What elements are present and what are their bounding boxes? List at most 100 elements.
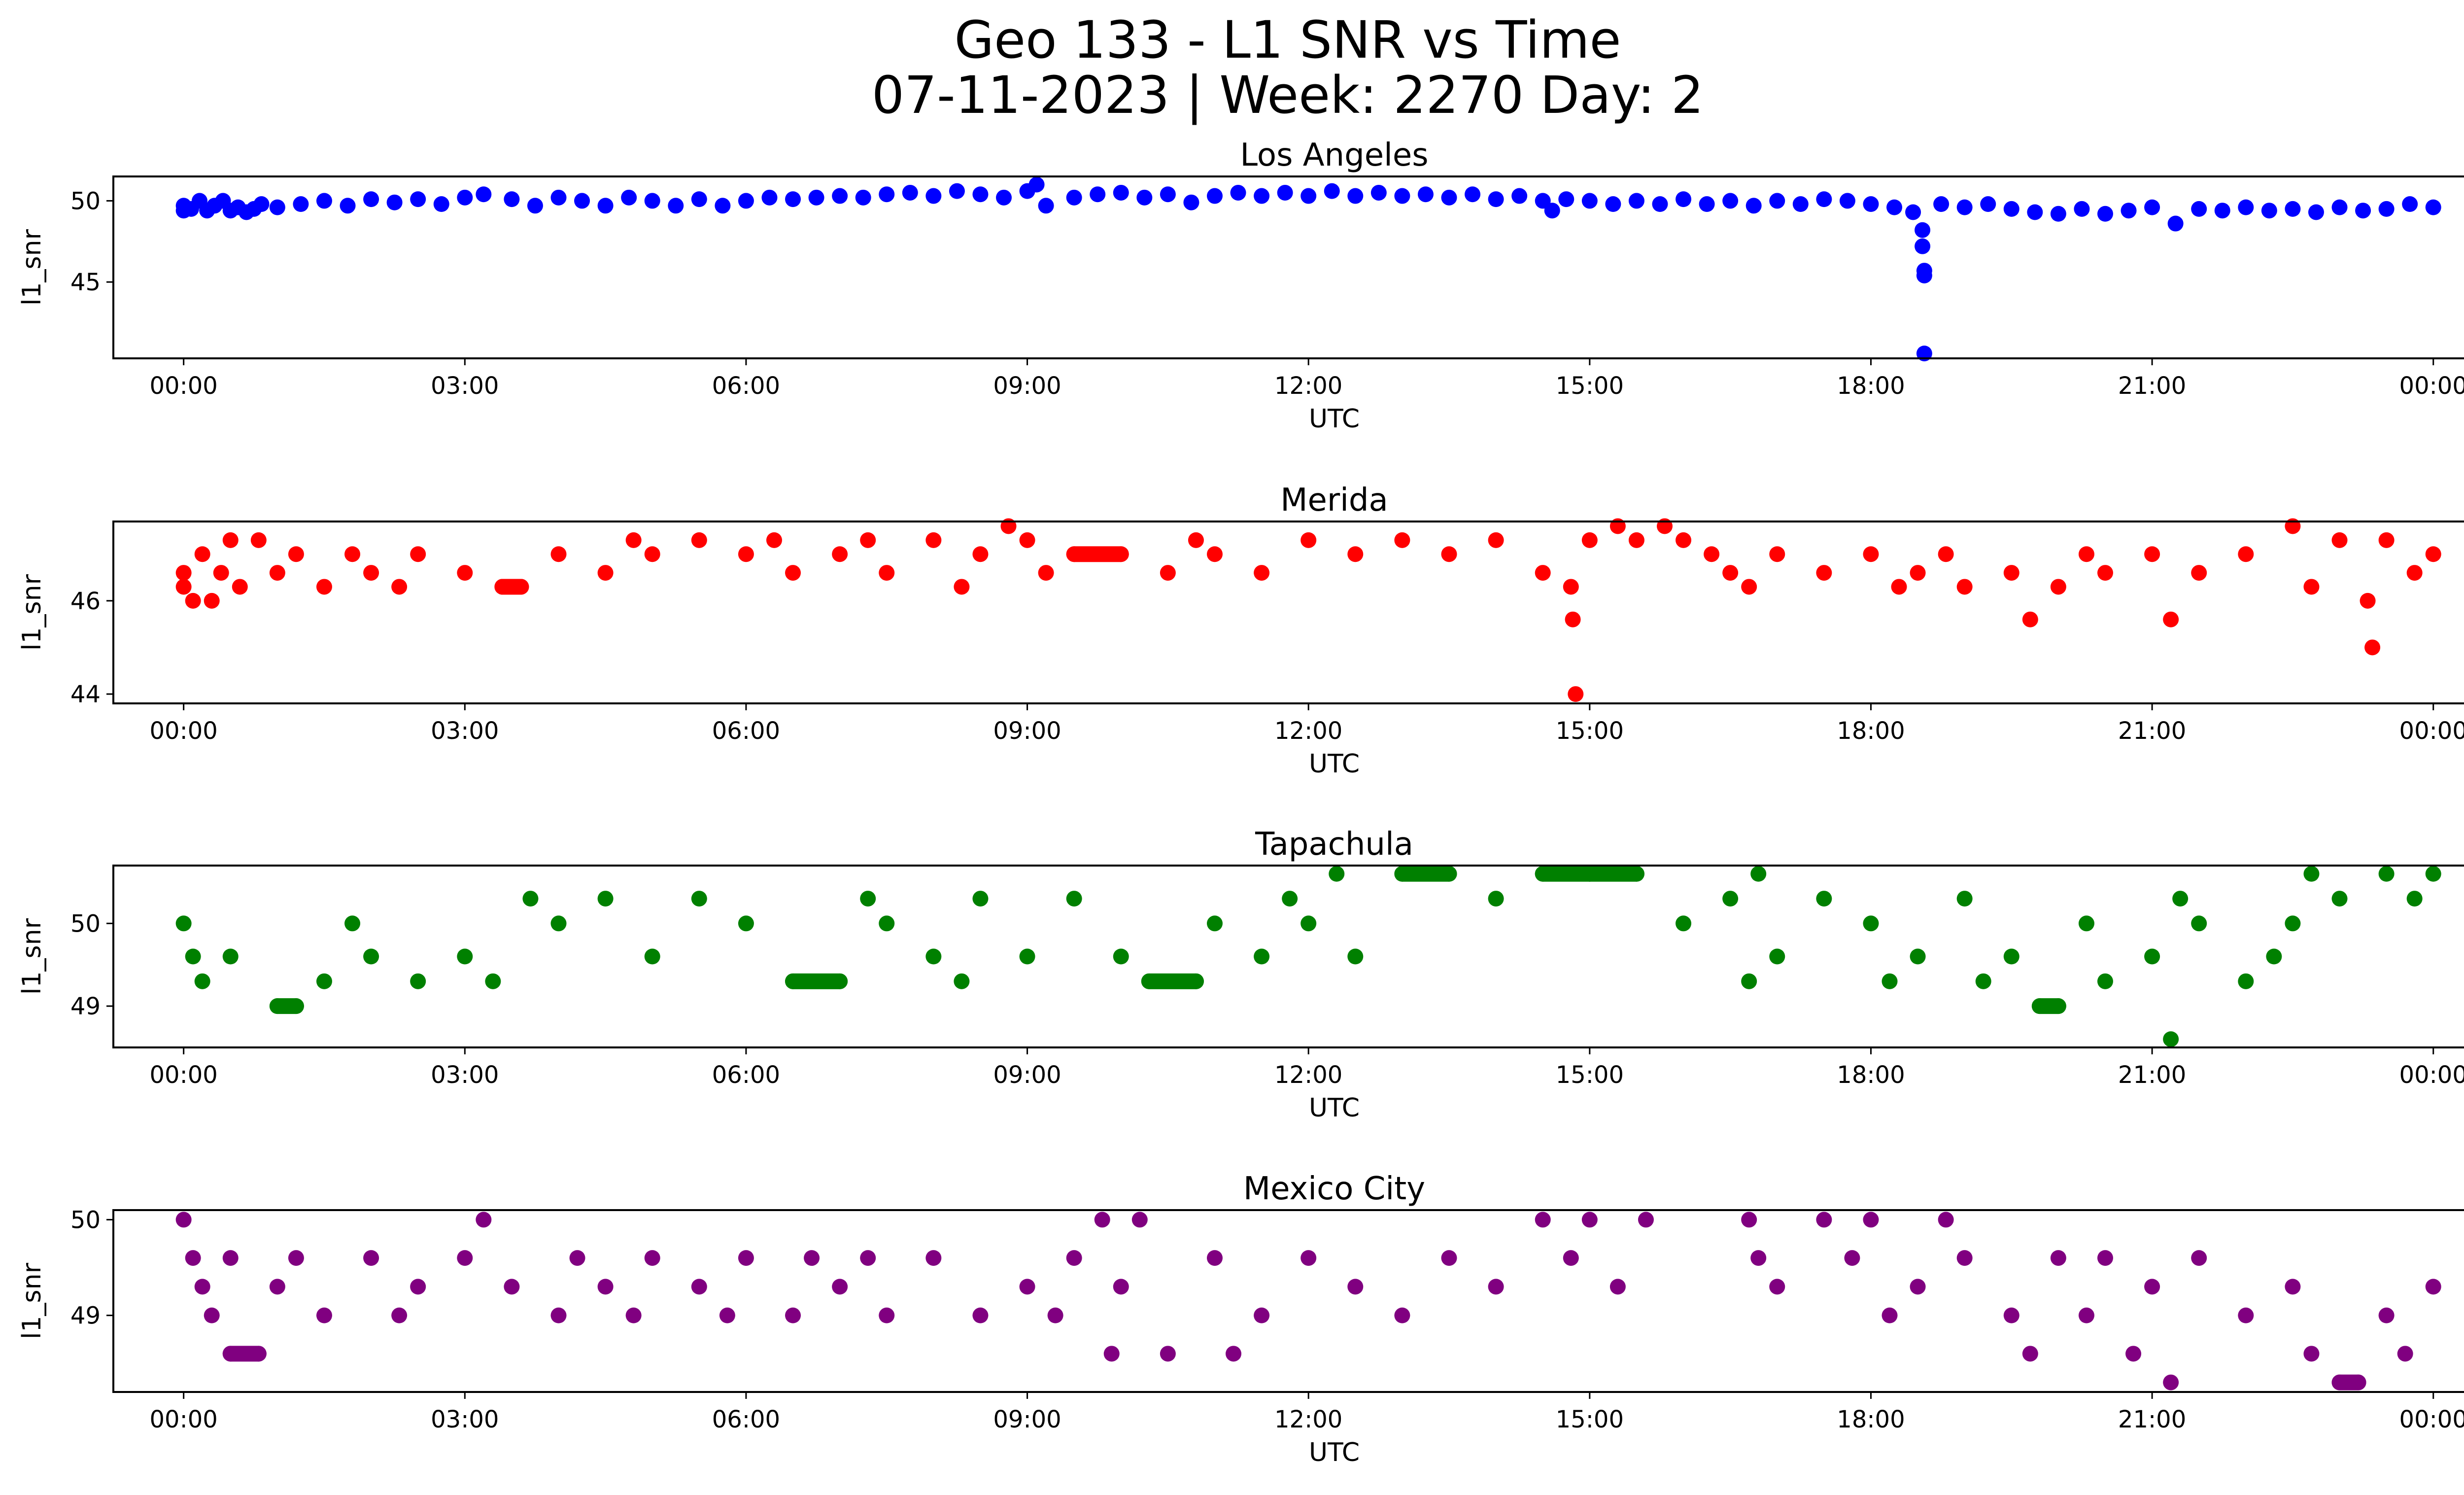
- data-point: [269, 1279, 285, 1295]
- data-point: [1131, 1212, 1148, 1228]
- data-point: [855, 189, 871, 206]
- data-point: [1938, 1212, 1954, 1228]
- y-tick-label: 50: [70, 187, 101, 215]
- x-tick-label: 12:00: [1274, 372, 1342, 400]
- x-tick-label: 06:00: [712, 717, 780, 745]
- data-point: [1254, 1307, 1270, 1323]
- x-tick-label: 15:00: [1556, 1406, 1624, 1433]
- data-point: [1980, 196, 1996, 212]
- data-point: [925, 532, 942, 548]
- data-point: [2378, 201, 2395, 217]
- data-point: [1750, 866, 1767, 882]
- y-tick-label: 46: [70, 588, 101, 615]
- data-point: [316, 193, 332, 209]
- data-point: [1816, 565, 1832, 581]
- x-tick-label: 15:00: [1556, 717, 1624, 745]
- data-point: [2397, 1346, 2413, 1362]
- data-point: [1254, 565, 1270, 581]
- x-tick-label: 12:00: [1274, 717, 1342, 745]
- data-point: [668, 198, 684, 214]
- data-point: [1676, 915, 1692, 932]
- data-point: [1563, 1250, 1579, 1266]
- data-point: [1136, 189, 1153, 206]
- axes-frame: [112, 1209, 2464, 1393]
- data-point: [2425, 866, 2441, 882]
- data-point: [1441, 1250, 1457, 1266]
- data-point: [972, 1307, 989, 1323]
- data-point: [194, 1279, 210, 1295]
- data-point: [2331, 532, 2348, 548]
- data-point: [2191, 201, 2207, 217]
- x-tick-label: 03:00: [431, 1406, 499, 1433]
- data-point: [1066, 189, 1082, 206]
- data-point: [2238, 199, 2254, 215]
- data-point: [1741, 973, 1757, 989]
- data-point: [1300, 915, 1317, 932]
- data-point: [1956, 891, 1973, 907]
- data-point: [293, 196, 309, 212]
- data-point: [2078, 1307, 2094, 1323]
- data-point: [1863, 196, 1879, 212]
- data-point: [1699, 196, 1715, 212]
- x-tick-label: 18:00: [1837, 1406, 1905, 1433]
- data-point: [1206, 1250, 1223, 1266]
- data-point: [1417, 186, 1434, 203]
- data-point: [410, 191, 426, 208]
- x-tick-label: 18:00: [1837, 717, 1905, 745]
- panel-title: Merida: [1280, 482, 1388, 519]
- x-axis-label: UTC: [1309, 1438, 1360, 1467]
- data-point: [1568, 686, 1584, 702]
- data-point: [1863, 546, 1879, 562]
- data-point: [2238, 546, 2254, 562]
- data-point: [1741, 1212, 1757, 1228]
- data-point: [232, 579, 248, 595]
- data-point: [644, 546, 660, 562]
- data-point: [433, 196, 449, 212]
- x-tick-label: 00:00: [149, 1406, 217, 1433]
- data-point: [316, 973, 332, 989]
- data-point: [785, 565, 801, 581]
- data-point: [1488, 191, 1504, 208]
- data-point: [860, 1250, 876, 1266]
- data-point: [925, 188, 942, 204]
- data-point: [1863, 915, 1879, 932]
- data-point: [2214, 203, 2230, 219]
- data-point: [1329, 866, 1345, 882]
- data-point: [1488, 891, 1504, 907]
- data-point: [1816, 891, 1832, 907]
- data-point: [1544, 203, 1560, 219]
- data-point: [1956, 1250, 1973, 1266]
- y-tick-label: 50: [70, 910, 101, 938]
- data-point: [175, 1212, 192, 1228]
- data-point: [363, 191, 379, 208]
- data-point: [550, 915, 567, 932]
- data-point: [2027, 204, 2043, 220]
- data-point: [1254, 948, 1270, 965]
- data-point: [1113, 184, 1129, 201]
- y-tick-label: 44: [70, 681, 101, 708]
- x-tick-label: 00:00: [2399, 1061, 2464, 1089]
- data-point: [1019, 948, 1035, 965]
- data-point: [2425, 1279, 2441, 1295]
- data-point: [2022, 1346, 2038, 1362]
- data-point: [2303, 1346, 2320, 1362]
- data-point: [1891, 579, 1907, 595]
- data-point: [222, 948, 239, 965]
- data-point: [1565, 611, 1581, 627]
- data-point: [860, 891, 876, 907]
- data-point: [1844, 1250, 1860, 1266]
- data-point: [2003, 948, 2019, 965]
- data-point: [625, 532, 642, 548]
- data-point: [1581, 193, 1598, 209]
- data-point: [996, 189, 1012, 206]
- x-tick-label: 06:00: [712, 1061, 780, 1089]
- data-point: [2078, 546, 2094, 562]
- data-point: [597, 565, 614, 581]
- data-point: [1300, 188, 1317, 204]
- axes-frame: [112, 175, 2464, 359]
- data-point: [1609, 1279, 1626, 1295]
- data-point: [1206, 915, 1223, 932]
- data-point: [1254, 188, 1270, 204]
- data-point: [1277, 184, 1293, 201]
- data-point: [1750, 1250, 1767, 1266]
